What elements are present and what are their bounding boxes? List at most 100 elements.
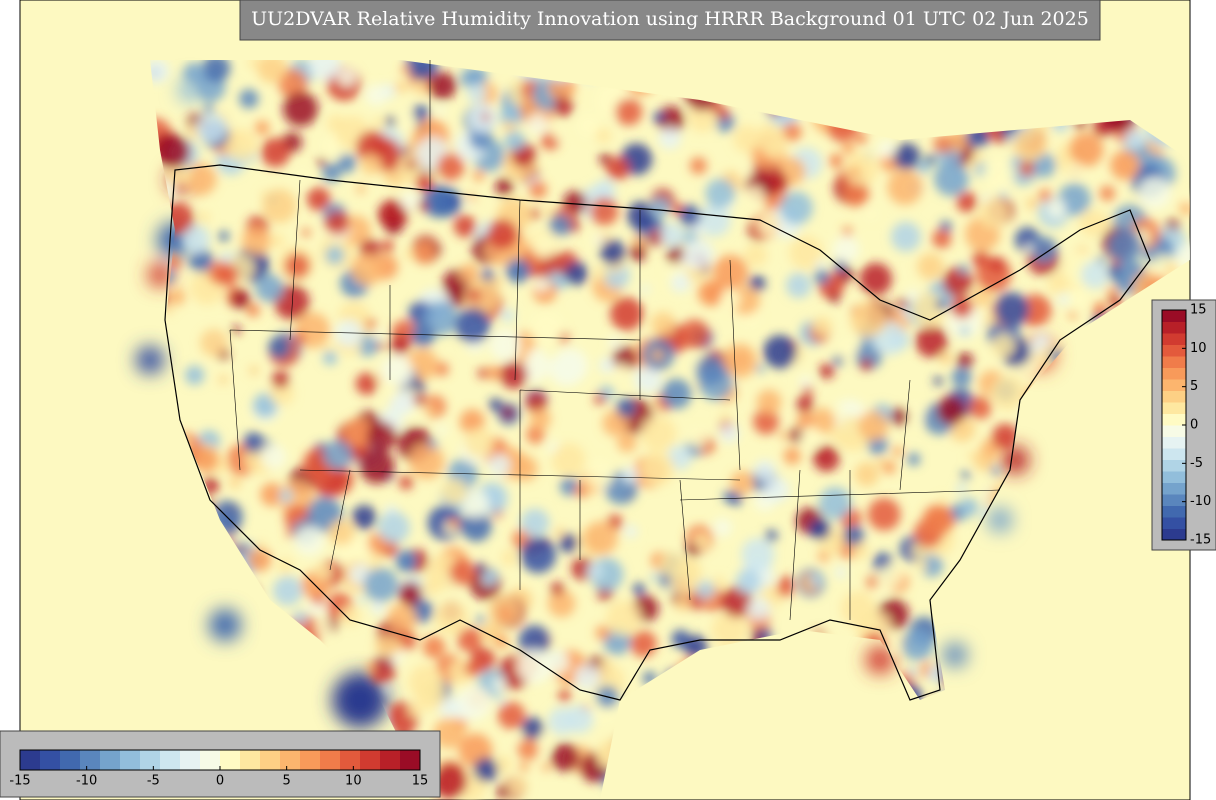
humidity-cell	[272, 576, 303, 606]
humidity-cell	[521, 717, 544, 740]
humidity-cell	[295, 168, 309, 183]
humidity-cell	[428, 71, 457, 100]
humidity-cell	[916, 160, 931, 174]
humidity-cell	[721, 586, 753, 618]
colorbar-tick-label: 15	[412, 774, 429, 789]
humidity-cell	[401, 65, 411, 75]
humidity-cell	[436, 106, 446, 115]
humidity-cell	[428, 439, 438, 450]
humidity-cell	[408, 703, 423, 718]
humidity-cell	[966, 450, 976, 460]
humidity-cell	[650, 573, 659, 582]
humidity-cell	[558, 689, 571, 702]
humidity-cell	[306, 187, 331, 211]
humidity-cell	[951, 367, 972, 388]
humidity-cell	[818, 487, 852, 520]
colorbar-segment	[1162, 379, 1186, 391]
humidity-cell	[829, 293, 840, 304]
humidity-cell	[377, 511, 410, 544]
colorbar-segment	[220, 750, 241, 770]
humidity-cell	[600, 239, 626, 265]
colorbar-segment	[280, 750, 301, 770]
humidity-cell	[617, 432, 637, 453]
humidity-cell	[1099, 185, 1116, 202]
humidity-cell	[279, 488, 293, 503]
humidity-cell	[381, 239, 394, 253]
humidity-cell	[481, 112, 490, 121]
colorbar-segment	[140, 750, 161, 770]
humidity-cell	[854, 132, 867, 145]
humidity-cell	[683, 238, 714, 269]
colorbar-segment	[1162, 310, 1186, 322]
humidity-cell	[693, 533, 710, 550]
humidity-cell	[417, 200, 429, 212]
humidity-cell	[516, 351, 529, 363]
humidity-cell	[634, 365, 662, 394]
humidity-cell	[241, 226, 271, 256]
humidity-cell	[939, 351, 953, 365]
humidity-cell	[249, 365, 259, 376]
colorbar-segment	[1162, 402, 1186, 414]
humidity-cell	[593, 234, 605, 246]
humidity-cell	[629, 245, 647, 262]
humidity-cell	[978, 198, 1009, 228]
humidity-cell	[520, 537, 557, 574]
humidity-cell	[553, 96, 573, 117]
humidity-cell	[747, 597, 771, 621]
colorbar-tick-label: -5	[1190, 456, 1203, 471]
humidity-cell	[956, 483, 967, 494]
humidity-cell	[844, 152, 879, 187]
colorbar-segment	[1162, 494, 1186, 506]
humidity-cell	[501, 406, 515, 420]
humidity-cell	[697, 203, 731, 237]
colorbar-segment	[1162, 471, 1186, 483]
humidity-cell	[542, 205, 555, 218]
colorbar-segment	[120, 750, 141, 770]
colorbar-segment	[260, 750, 281, 770]
humidity-cell	[460, 67, 481, 89]
humidity-cell	[833, 355, 844, 366]
humidity-cell	[182, 225, 211, 254]
humidity-cell	[779, 191, 813, 225]
humidity-cell	[295, 332, 307, 344]
humidity-cell	[594, 393, 606, 405]
humidity-cell	[200, 329, 228, 357]
humidity-cell	[434, 362, 449, 377]
humidity-cell	[842, 142, 855, 155]
humidity-cell	[450, 625, 460, 635]
humidity-cell	[574, 664, 600, 691]
humidity-cell	[340, 605, 361, 626]
colorbar-segment	[100, 750, 121, 770]
humidity-cell	[257, 60, 287, 84]
humidity-cell	[496, 696, 506, 705]
humidity-cell	[192, 446, 219, 473]
colorbar-segment	[1162, 425, 1186, 437]
humidity-cell	[497, 701, 526, 730]
humidity-cell	[613, 363, 630, 380]
humidity-cell	[956, 352, 974, 369]
humidity-cell	[312, 593, 324, 606]
humidity-cell	[461, 511, 492, 542]
colorbar-segment	[1162, 448, 1186, 460]
humidity-cell	[394, 80, 407, 94]
humidity-cell	[431, 763, 468, 799]
humidity-cell	[860, 358, 873, 371]
humidity-cell	[412, 241, 436, 264]
colorbar-tick-label: -15	[9, 774, 30, 789]
humidity-cell	[1019, 161, 1035, 177]
humidity-cell	[358, 595, 367, 605]
humidity-cell	[1092, 301, 1108, 317]
humidity-cell	[408, 664, 444, 700]
humidity-cell	[383, 382, 399, 398]
humidity-cell	[675, 595, 691, 612]
humidity-cell	[218, 375, 228, 385]
humidity-cell	[1066, 162, 1084, 180]
colorbar-tick-label: 0	[216, 774, 224, 789]
humidity-cell	[689, 157, 707, 175]
humidity-cell	[550, 581, 565, 596]
humidity-cell	[495, 177, 514, 196]
humidity-cell	[893, 143, 921, 171]
humidity-cell	[933, 134, 952, 154]
humidity-cell	[489, 398, 503, 412]
humidity-cell	[255, 273, 284, 303]
